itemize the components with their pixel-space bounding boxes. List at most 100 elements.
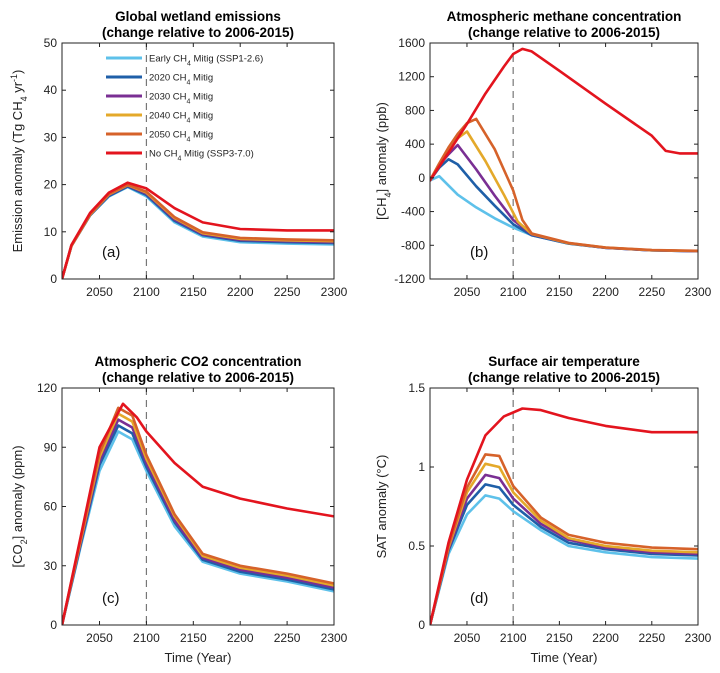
legend-label-tail: Mitig: [190, 111, 213, 122]
x-tick-label: 2300: [685, 631, 712, 645]
y-tick-label: 50: [44, 36, 58, 50]
chart-title: Atmospheric methane concentration: [447, 9, 682, 24]
series-line-none: [62, 402, 334, 625]
y-tick-label: 0: [50, 618, 57, 632]
y-tick-label: 800: [405, 103, 425, 117]
y-tick-label: 1200: [398, 70, 425, 84]
y-axis-label: SAT anomaly (°C): [374, 455, 389, 559]
legend-label: 2030 CH: [149, 92, 187, 103]
plot-frame: [61, 42, 335, 280]
x-tick-label: 2050: [86, 631, 113, 645]
series-line-none: [430, 407, 698, 625]
y-tick-label: -400: [401, 205, 425, 219]
y-label-text-end: ] anomaly (ppb): [374, 102, 389, 192]
y-tick-label: 40: [44, 83, 58, 97]
y-tick-label: 10: [44, 225, 58, 239]
chart-title: Surface air temperature: [488, 354, 640, 369]
x-tick-label: 2200: [592, 631, 619, 645]
y-label-text-end: ): [10, 70, 25, 74]
y-tick-label: 1: [418, 460, 425, 474]
y-tick-label: 0.5: [408, 539, 425, 553]
panel-c: Atmospheric CO2 concentration(change rel…: [10, 354, 348, 665]
legend-label-tail: Mitig: [190, 130, 213, 141]
y-label-text: [CH: [374, 197, 389, 219]
x-tick-label: 2300: [321, 285, 348, 299]
x-tick-label: 2300: [321, 631, 348, 645]
legend-label: 2050 CH: [149, 130, 187, 141]
chart-subtitle: (change relative to 2006-2015): [468, 370, 660, 385]
y-label-text: SAT anomaly (°C): [374, 455, 389, 559]
x-tick-label: 2100: [500, 631, 527, 645]
x-tick-label: 2200: [592, 285, 619, 299]
panel-b: Atmospheric methane concentration(change…: [374, 9, 712, 299]
y-label-text-end: ] anomaly (ppm): [10, 445, 25, 539]
series-line-m2040: [430, 130, 698, 253]
panel-label: (d): [470, 590, 488, 607]
chart-title: Atmospheric CO2 concentration: [94, 354, 301, 369]
y-tick-label: 20: [44, 178, 58, 192]
x-tick-label: 2050: [454, 631, 481, 645]
x-tick-label: 2150: [546, 631, 573, 645]
y-label-text: Emission anomaly (Tg CH: [10, 101, 25, 252]
chart-subtitle: (change relative to 2006-2015): [102, 25, 294, 40]
y-label-text-mid: yr: [10, 81, 25, 96]
y-tick-label: 60: [44, 500, 58, 514]
legend-label: No CH: [149, 149, 178, 160]
legend-label: 2040 CH: [149, 111, 187, 122]
y-tick-label: 0: [50, 272, 57, 286]
y-label-superscript: -1: [9, 74, 19, 82]
chart-subtitle: (change relative to 2006-2015): [468, 25, 660, 40]
legend-entry-m2050: 2050 CH4 Mitig: [149, 130, 213, 144]
legend-label: 2020 CH: [149, 73, 187, 84]
x-tick-label: 2100: [500, 285, 527, 299]
y-tick-label: 400: [405, 137, 425, 151]
legend-entry-m2040: 2040 CH4 Mitig: [149, 111, 213, 125]
x-tick-label: 2250: [274, 285, 301, 299]
y-label-subscript: 4: [383, 192, 393, 197]
x-axis-label: Time (Year): [165, 650, 232, 665]
legend-entry-m2030: 2030 CH4 Mitig: [149, 92, 213, 106]
x-tick-label: 2200: [227, 285, 254, 299]
x-tick-label: 2150: [180, 285, 207, 299]
legend-entry-early: Early CH4 Mitig (SSP1-2.6): [149, 54, 263, 68]
legend-label-tail: Mitig (SSP3-7.0): [181, 149, 253, 160]
legend-label-subscript: 4: [187, 60, 191, 67]
legend-label-subscript: 4: [187, 79, 191, 86]
plot-frame: [429, 387, 699, 626]
x-tick-label: 2100: [133, 631, 160, 645]
series-line-early: [430, 494, 698, 625]
legend-entry-m2020: 2020 CH4 Mitig: [149, 73, 213, 87]
legend-label: Early CH: [149, 54, 187, 65]
legend-label-subscript: 4: [187, 136, 191, 143]
x-tick-label: 2200: [227, 631, 254, 645]
x-tick-label: 2050: [454, 285, 481, 299]
y-tick-label: 0: [418, 618, 425, 632]
series-line-m2050: [430, 453, 698, 625]
legend-entry-none: No CH4 Mitig (SSP3-7.0): [149, 149, 254, 163]
series-line-m2030: [430, 143, 698, 253]
series-line-none: [430, 47, 698, 182]
x-tick-label: 2250: [638, 631, 665, 645]
panel-a: Global wetland emissions(change relative…: [9, 9, 348, 299]
x-tick-label: 2100: [133, 285, 160, 299]
y-tick-label: -800: [401, 238, 425, 252]
y-tick-label: 1.5: [408, 381, 425, 395]
y-tick-label: 90: [44, 440, 58, 454]
chart-title: Global wetland emissions: [115, 9, 281, 24]
x-tick-label: 2150: [180, 631, 207, 645]
chart-subtitle: (change relative to 2006-2015): [102, 370, 294, 385]
x-axis-label: Time (Year): [531, 650, 598, 665]
y-label-text: [CO: [10, 544, 25, 567]
panel-label: (a): [102, 244, 120, 261]
y-axis-label: [CH4] anomaly (ppb): [374, 102, 393, 220]
y-tick-label: -1200: [394, 272, 425, 286]
x-tick-label: 2250: [274, 631, 301, 645]
series-line-none: [62, 181, 334, 279]
panel-label: (c): [102, 590, 120, 607]
legend-label-tail: Mitig: [190, 73, 213, 84]
x-tick-label: 2150: [546, 285, 573, 299]
series-line-m2050: [430, 117, 698, 253]
y-label-subscript: 2: [19, 539, 29, 544]
y-label-subscript: 4: [19, 96, 29, 101]
